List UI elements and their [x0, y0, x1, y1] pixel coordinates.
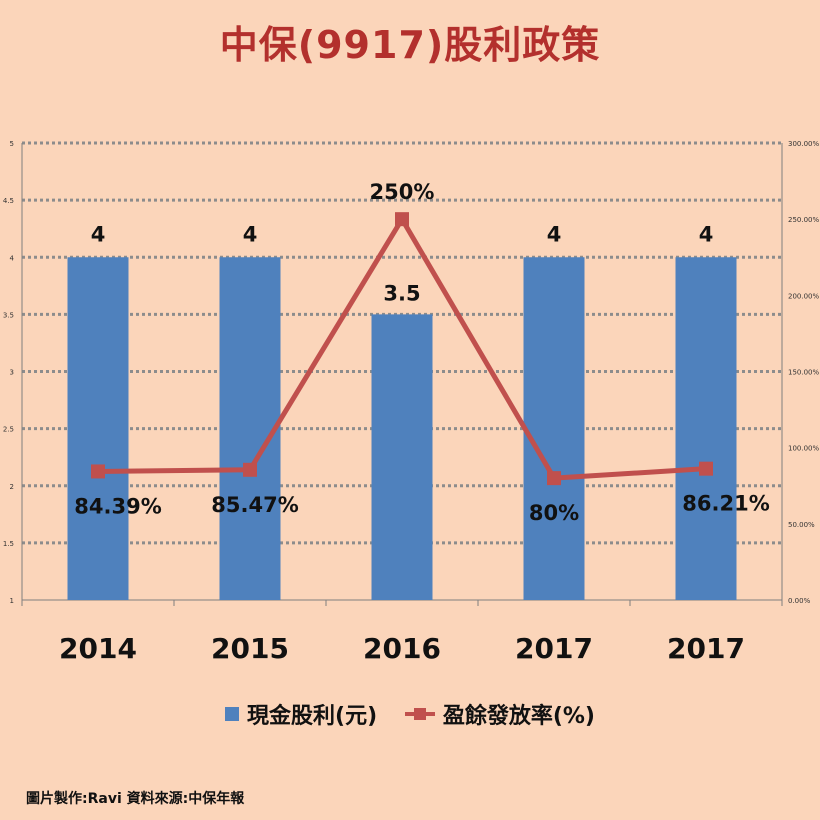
- y2-tick-label: 150.00%: [788, 369, 819, 377]
- chart-title: 中保(9917)股利政策: [219, 23, 601, 67]
- y2-tick-label: 250.00%: [788, 216, 819, 224]
- legend: 現金股利(元) 盈餘發放率(%): [0, 698, 820, 730]
- line-point-payout: [395, 212, 409, 227]
- y2-tick-label: 0.00%: [788, 597, 811, 605]
- bar-data-label: 4: [91, 222, 106, 246]
- y-tick-label: 3.5: [3, 311, 14, 319]
- line-data-label: 250%: [370, 180, 435, 204]
- legend-swatch-bar: [225, 707, 240, 721]
- line-data-label: 84.39%: [74, 494, 161, 518]
- footer-credit: 圖片製作:Ravi 資料來源:中保年報: [26, 791, 245, 807]
- line-point-payout: [547, 471, 561, 486]
- y-tick-label: 4: [10, 254, 15, 262]
- y-tick-label: 5: [10, 140, 14, 148]
- axis-layer: 11.522.533.544.550.00%50.00%100.00%150.0…: [3, 140, 820, 665]
- y-tick-label: 3: [10, 369, 14, 377]
- line-point-payout: [699, 461, 713, 476]
- y-tick-label: 2.5: [3, 426, 14, 434]
- line-layer: [91, 212, 713, 486]
- y-tick-label: 1: [10, 597, 14, 605]
- x-tick-label: 2014: [59, 632, 137, 665]
- line-point-payout: [91, 464, 105, 479]
- legend-item-dividend: 現金股利(元): [225, 698, 377, 730]
- line-data-label: 85.47%: [211, 493, 298, 517]
- y2-tick-label: 300.00%: [788, 140, 819, 148]
- bar-dividend: [371, 314, 433, 600]
- line-data-label: 80%: [529, 501, 579, 525]
- line-data-label: 86.21%: [682, 492, 769, 516]
- bar-dividend: [523, 257, 585, 600]
- legend-label-dividend: 現金股利(元): [247, 704, 378, 729]
- y2-tick-label: 200.00%: [788, 292, 819, 300]
- legend-item-payout: 盈餘發放率(%): [404, 698, 595, 730]
- x-tick-label: 2016: [363, 632, 441, 665]
- bar-data-label: 4: [699, 222, 714, 246]
- label-layer: 4 4 3.5 4 4 84.39% 85.47% 250% 80% 86.21%: [74, 180, 769, 525]
- legend-label-payout: 盈餘發放率(%): [442, 704, 595, 729]
- bar-dividend: [675, 257, 737, 600]
- bar-dividend: [219, 257, 281, 600]
- x-tick-label: 2017: [515, 632, 593, 665]
- x-tick-label: 2015: [211, 632, 289, 665]
- legend-swatch-line: [404, 707, 435, 721]
- y2-tick-label: 50.00%: [788, 521, 815, 529]
- y-tick-label: 1.5: [3, 540, 14, 548]
- bar-dividend: [67, 257, 129, 600]
- bar-data-label: 4: [547, 222, 562, 246]
- x-tick-label: 2017: [667, 632, 745, 665]
- bar-layer: [67, 257, 737, 600]
- bar-data-label: 4: [243, 222, 258, 246]
- y-tick-label: 4.5: [3, 197, 14, 205]
- line-point-payout: [243, 462, 257, 477]
- y-tick-label: 2: [10, 483, 14, 491]
- y2-tick-label: 100.00%: [788, 445, 819, 453]
- bar-data-label: 3.5: [383, 281, 420, 305]
